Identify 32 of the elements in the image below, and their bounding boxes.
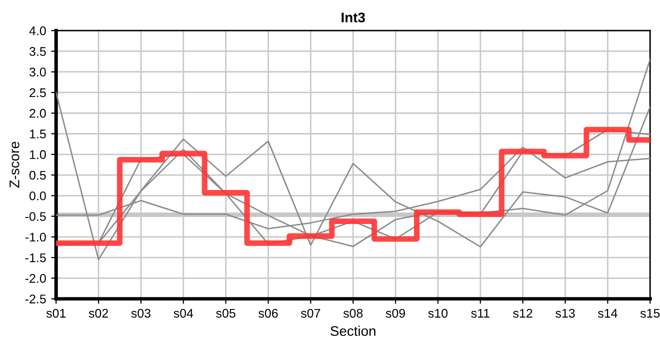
x-axis-title: Section bbox=[330, 326, 376, 336]
y-tick-label: -2.0 bbox=[25, 274, 46, 283]
x-tick-label: s12 bbox=[513, 308, 532, 318]
y-tick-label: -0.5 bbox=[25, 212, 46, 221]
x-tick-label: s06 bbox=[258, 308, 278, 318]
y-tick-label: 0.5 bbox=[29, 170, 46, 180]
y-tick-label: -2.5 bbox=[25, 294, 46, 304]
y-tick-label: -1.5 bbox=[25, 253, 46, 262]
x-tick-label: s14 bbox=[598, 308, 618, 318]
x-tick-label: s09 bbox=[386, 308, 406, 318]
x-tick-label: s02 bbox=[88, 308, 108, 318]
x-tick-label: s01 bbox=[46, 308, 66, 318]
y-tick-label: 2.0 bbox=[30, 108, 46, 118]
x-tick-label: s08 bbox=[343, 308, 363, 318]
y-tick-label: 3.0 bbox=[29, 68, 46, 77]
x-tick-label: s15 bbox=[640, 308, 660, 318]
y-tick-label: 1.0 bbox=[30, 150, 46, 160]
y-tick-label: 1.5 bbox=[30, 130, 46, 138]
x-tick-label: s03 bbox=[131, 308, 150, 318]
chart-title: Int3 bbox=[342, 12, 365, 22]
x-tick-label: s04 bbox=[174, 308, 194, 318]
x-tick-label: s13 bbox=[556, 308, 575, 318]
y-tick-label: -1.0 bbox=[25, 232, 46, 242]
y-tick-label: 3.5 bbox=[29, 47, 46, 56]
x-tick-label: s05 bbox=[216, 308, 236, 318]
y-axis-title: Z-score bbox=[10, 142, 20, 188]
x-tick-label: s07 bbox=[300, 308, 320, 318]
y-tick-label: 4.0 bbox=[29, 26, 46, 36]
y-tick-label: 0.0 bbox=[29, 191, 46, 200]
y-tick-label: 2.5 bbox=[30, 88, 46, 98]
x-tick-label: s11 bbox=[471, 308, 490, 318]
x-tick-label: s10 bbox=[428, 308, 448, 318]
